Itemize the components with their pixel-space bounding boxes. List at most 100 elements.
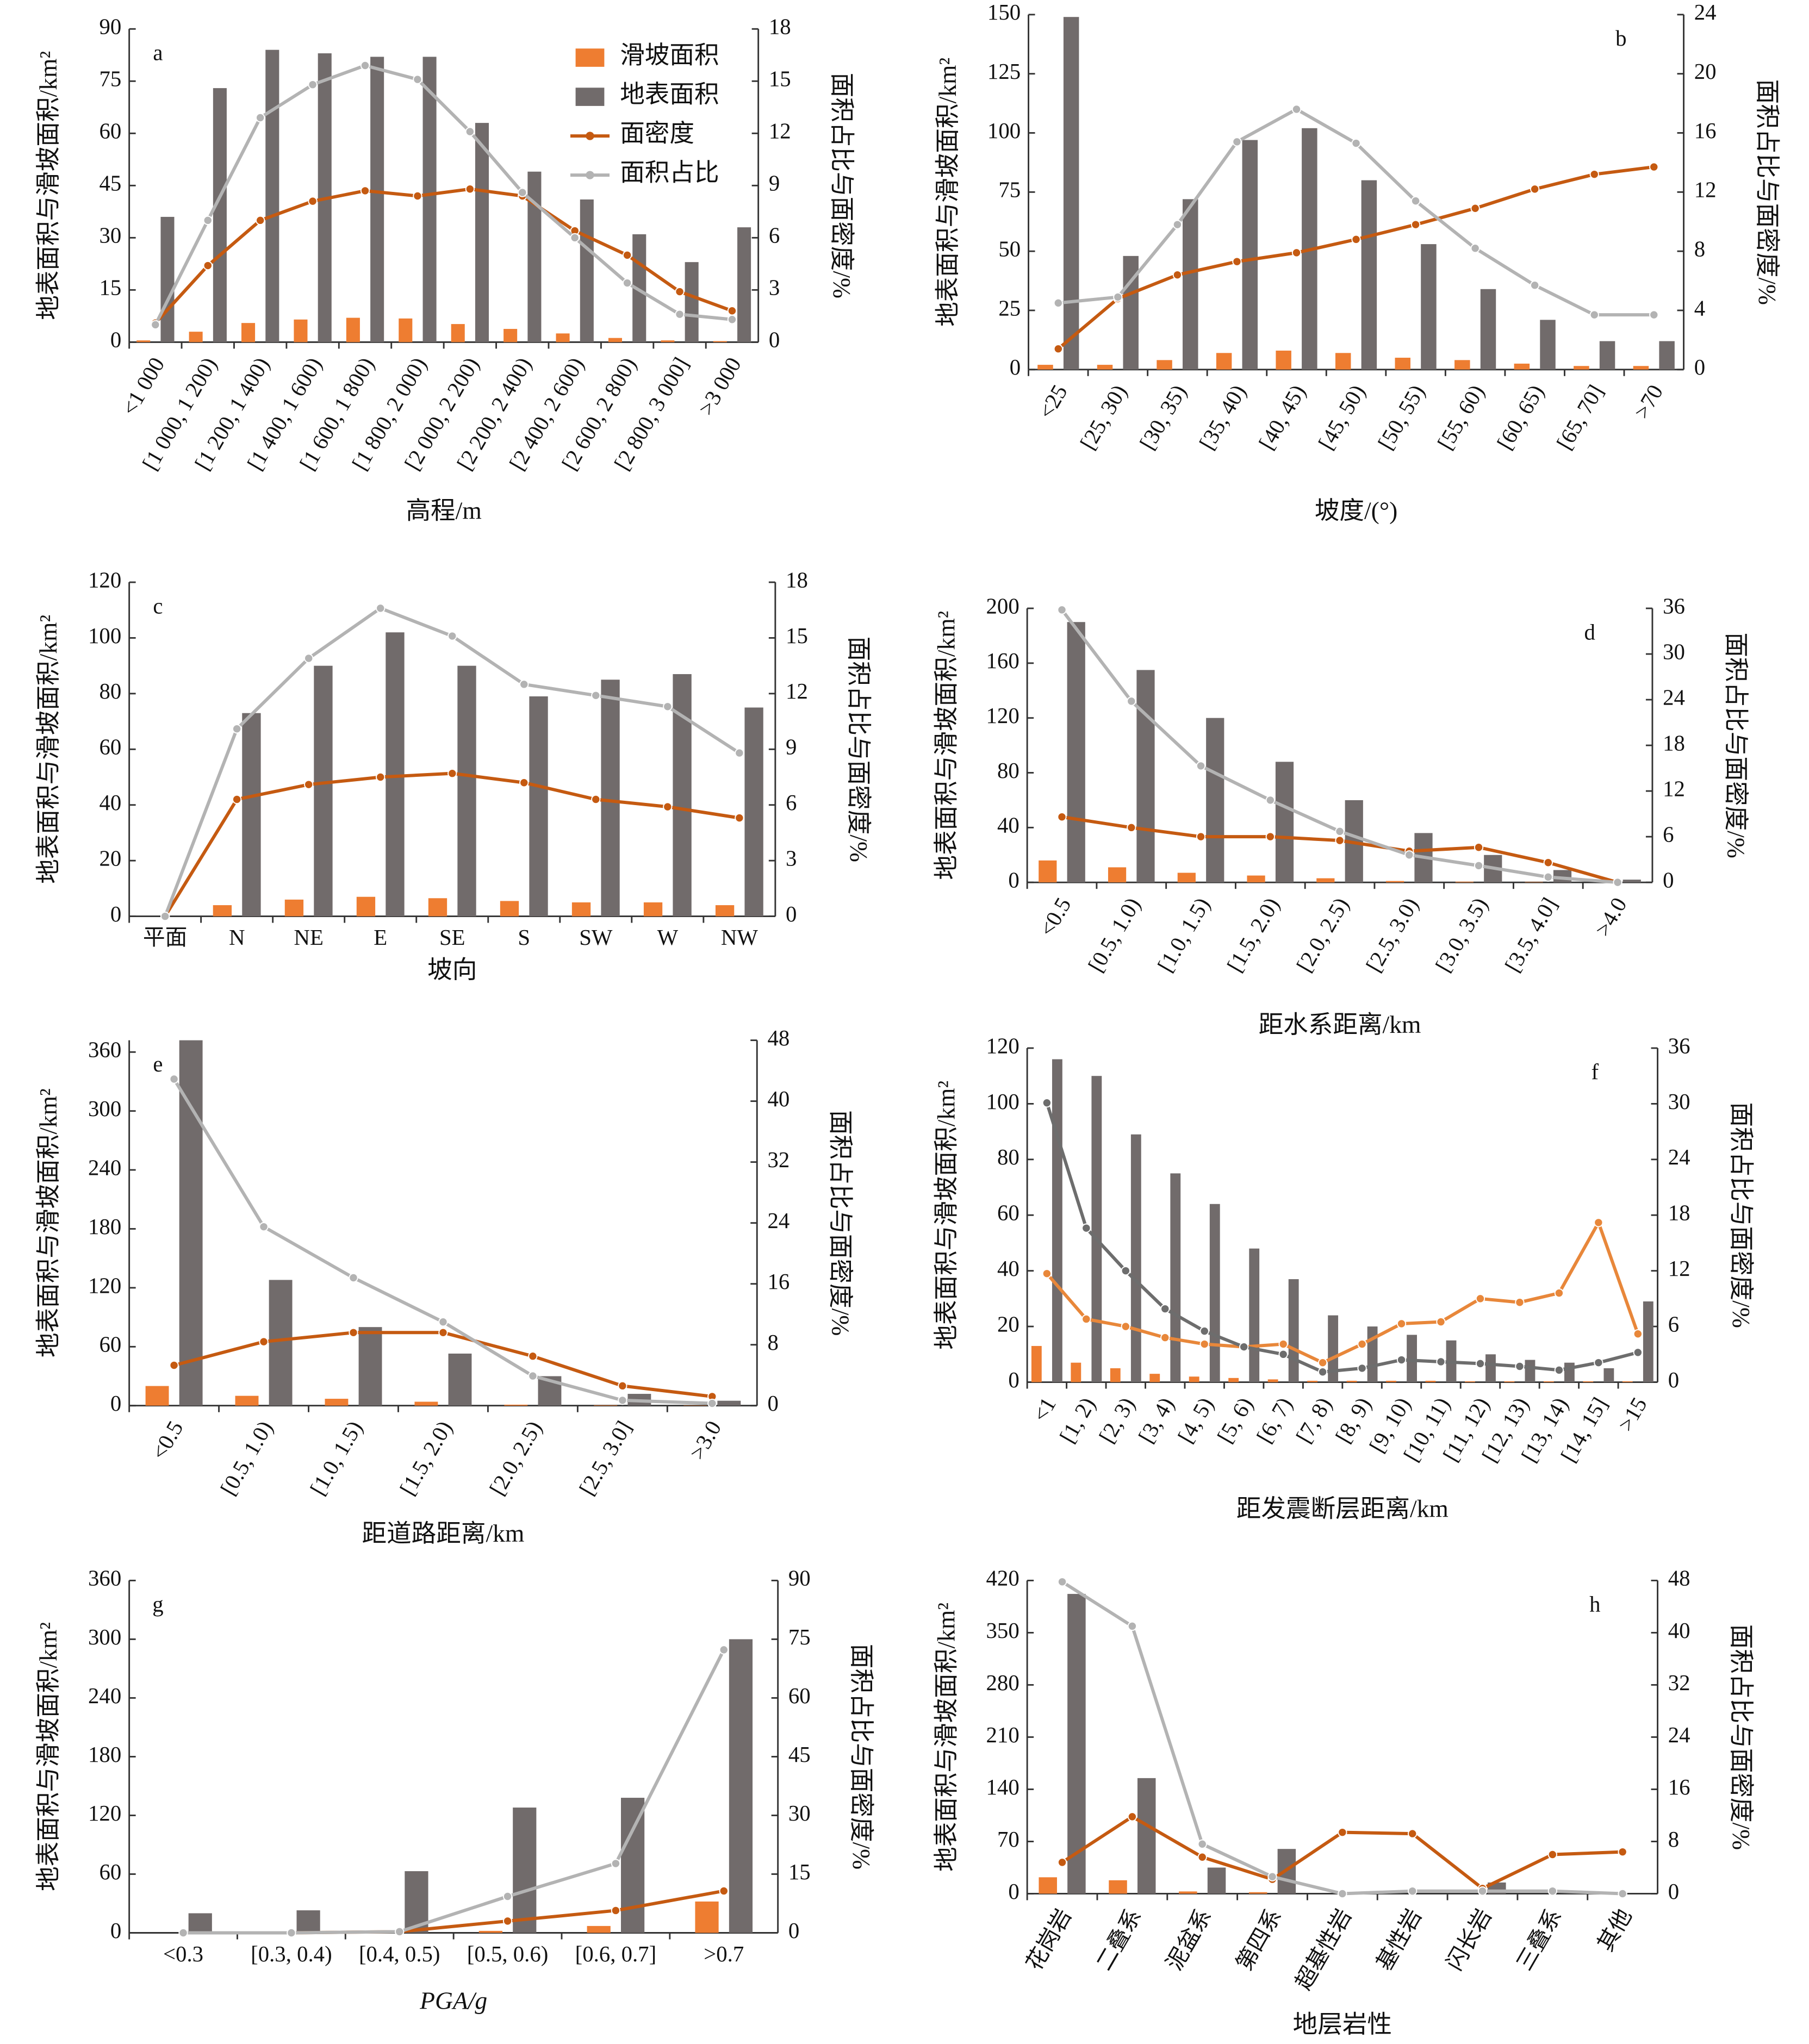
line-point xyxy=(1121,1266,1130,1276)
bar xyxy=(621,1798,645,1933)
bar xyxy=(1316,878,1335,883)
line-point xyxy=(1057,812,1067,822)
panel-label: f xyxy=(1592,1060,1599,1084)
x-tick-label: 花岗岩 xyxy=(1022,1905,1076,1974)
y2-axis-title: 面积占比与面密度/% xyxy=(1722,632,1750,858)
line-point xyxy=(232,724,242,734)
bar xyxy=(1276,350,1291,370)
bar xyxy=(370,57,384,342)
y2-tick-label: 0 xyxy=(769,328,780,352)
y2-tick-label: 18 xyxy=(1668,1201,1690,1225)
y2-tick-label: 48 xyxy=(767,1026,790,1050)
y-tick-label: 40 xyxy=(99,790,121,815)
line-point xyxy=(413,74,422,84)
line-point xyxy=(519,778,529,788)
bar xyxy=(1622,1381,1633,1382)
bar xyxy=(717,1400,741,1406)
bar xyxy=(1207,1867,1226,1894)
bar xyxy=(1097,365,1113,370)
line-point xyxy=(727,315,737,325)
panel-label: e xyxy=(153,1052,163,1076)
bar xyxy=(643,902,663,917)
y-tick-label: 100 xyxy=(986,1089,1019,1114)
line-point xyxy=(1196,761,1206,771)
x-tick-label: [55, 60) xyxy=(1433,381,1489,453)
y2-tick-label: 32 xyxy=(767,1148,790,1172)
line-point xyxy=(169,1074,179,1084)
y2-tick-label: 0 xyxy=(1668,1368,1679,1392)
line-point xyxy=(1543,872,1553,882)
line-point xyxy=(1053,344,1063,354)
y-tick-label: 80 xyxy=(997,1145,1019,1169)
bar xyxy=(1179,1891,1197,1894)
bar xyxy=(580,199,594,342)
x-tick-label: <1 000 xyxy=(117,353,169,420)
bar xyxy=(1177,873,1196,883)
bar xyxy=(1480,289,1496,370)
x-tick-label: >3 000 xyxy=(694,353,746,420)
line-point xyxy=(1057,605,1067,615)
y2-tick-label: 24 xyxy=(1668,1145,1690,1169)
x-tick-label: 第四系 xyxy=(1232,1905,1286,1974)
y-tick-label: 20 xyxy=(997,1312,1019,1336)
x-tick-label: [0.5, 1.0) xyxy=(216,1417,278,1499)
bar xyxy=(1242,140,1258,370)
line-point xyxy=(1408,1886,1418,1896)
bar xyxy=(587,1925,611,1933)
y2-axis-title: 面积占比与面密度/% xyxy=(1727,1102,1755,1328)
y2-tick-label: 30 xyxy=(788,1801,811,1825)
x-tick-label: 超基性岩 xyxy=(1291,1905,1357,1994)
bar xyxy=(683,1405,707,1406)
x-tick-label: 二叠系 xyxy=(1092,1905,1146,1974)
x-tick-label: [2.5, 3.0] xyxy=(575,1417,637,1499)
y2-tick-label: 0 xyxy=(1694,355,1705,379)
bar xyxy=(1136,670,1155,883)
x-axis-title: PGA/g xyxy=(419,1987,487,2015)
line-point xyxy=(618,1395,627,1405)
line-point xyxy=(719,1886,729,1896)
line-point xyxy=(1196,832,1206,842)
line-point xyxy=(1404,850,1414,860)
x-tick-label: [2.5, 3.0) xyxy=(1362,893,1423,976)
line-point xyxy=(618,1381,627,1391)
bar xyxy=(346,317,360,342)
line-point xyxy=(1543,858,1553,868)
y-tick-label: 40 xyxy=(997,1256,1019,1281)
x-tick-label: S xyxy=(518,925,530,950)
bar xyxy=(737,227,751,342)
x-tick-label: >4.0 xyxy=(1590,893,1632,940)
legend-swatch xyxy=(575,48,605,67)
bar xyxy=(529,696,548,917)
x-tick-label: >0.7 xyxy=(704,1942,744,1966)
line-point xyxy=(360,186,370,196)
x-tick-label: [7, 8) xyxy=(1291,1393,1336,1447)
bar xyxy=(1385,881,1404,883)
line-point xyxy=(256,113,265,123)
bar xyxy=(1109,1880,1127,1894)
x-tick-label: >3.0 xyxy=(685,1417,726,1464)
line-point xyxy=(376,603,386,613)
bar xyxy=(513,1808,537,1933)
line-point xyxy=(349,1328,358,1337)
bar xyxy=(314,665,333,917)
bar xyxy=(1039,860,1057,883)
bar xyxy=(1659,341,1675,370)
bar xyxy=(1067,1594,1086,1894)
y-tick-label: 280 xyxy=(986,1671,1019,1695)
legend-swatch xyxy=(586,171,594,179)
bar xyxy=(1108,867,1127,883)
y-tick-label: 80 xyxy=(997,758,1019,783)
x-tick-label: <25 xyxy=(1034,381,1072,423)
bar xyxy=(685,262,699,342)
y2-tick-label: 3 xyxy=(769,276,780,300)
bar xyxy=(1465,1381,1475,1382)
line-point xyxy=(611,1859,621,1868)
y2-tick-label: 4 xyxy=(1694,296,1705,320)
line-point xyxy=(1475,1358,1485,1369)
bar xyxy=(503,329,518,342)
line-point xyxy=(259,1222,269,1232)
x-tick-label: [4, 5) xyxy=(1173,1393,1219,1447)
line-point xyxy=(1594,1358,1603,1368)
bar xyxy=(601,680,620,917)
line-point xyxy=(259,1337,269,1347)
